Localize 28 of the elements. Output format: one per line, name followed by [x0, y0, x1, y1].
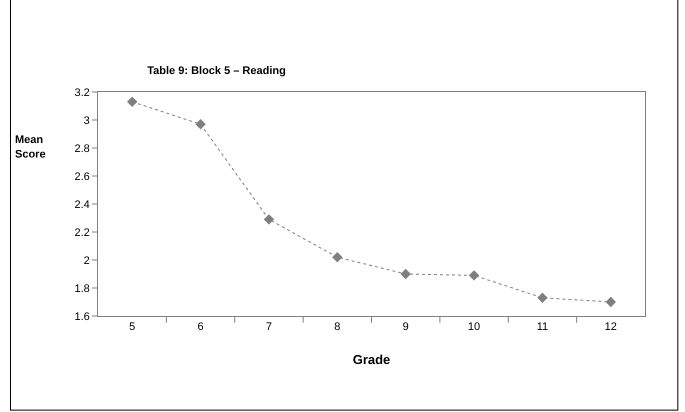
y-tick-label: 3: [84, 114, 90, 127]
point: [537, 292, 548, 303]
x-tick-label: 8: [334, 321, 340, 334]
point: [400, 268, 411, 280]
point: [468, 270, 480, 281]
y-tick-label: 2.6: [74, 170, 90, 183]
x-tick-label: 5: [129, 321, 136, 334]
point: [606, 296, 616, 308]
point: [126, 96, 138, 107]
point: [195, 119, 206, 130]
x-tick-label: 9: [402, 321, 409, 334]
point: [332, 252, 343, 262]
y-tick-label: 1.6: [74, 310, 90, 323]
y-tick-label: 1.8: [74, 282, 90, 295]
y-tick-label: 2.4: [74, 198, 90, 211]
x-tick-label: 12: [604, 321, 617, 334]
x-tick-label: 6: [197, 321, 204, 334]
y-tick-label: 2.2: [74, 226, 90, 239]
point: [264, 214, 274, 225]
y-tick-label: 2: [84, 254, 90, 267]
x-axis-title: Grade: [352, 352, 390, 367]
x-tick-label: 7: [266, 321, 272, 334]
y-axis-title: Mean Score: [15, 134, 46, 160]
x-tick-label: 11: [536, 321, 548, 334]
y-tick-label: 2.8: [74, 142, 90, 155]
y-tick-label: 3.2: [74, 86, 90, 99]
chart-title: Table 9: Block 5 – Reading: [147, 64, 286, 77]
x-tick-label: 10: [468, 321, 480, 334]
